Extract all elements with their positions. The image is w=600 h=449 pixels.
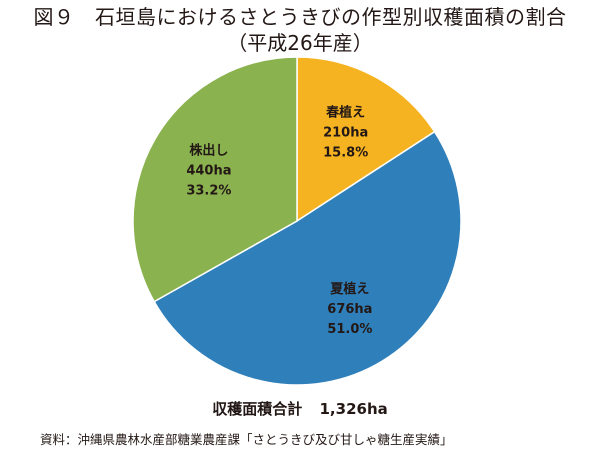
slice-value-2: 676ha (327, 302, 372, 317)
slice-label-3: 株出し (189, 143, 228, 159)
total-area-value: 1,326ha (319, 400, 388, 418)
slice-percent-3: 33.2% (186, 184, 231, 199)
slice-label-2: 夏植え (329, 281, 369, 297)
slice-label-1: 春植え (325, 104, 365, 120)
total-area-label: 収穫面積合計 (212, 400, 303, 418)
total-area: 収穫面積合計 1,326ha (0, 398, 600, 419)
chart-subtitle: （平成26年産） (227, 31, 373, 55)
pie-slice-1 (296, 56, 436, 223)
slice-value-3: 440ha (186, 164, 231, 179)
pie-slice-3 (132, 56, 298, 303)
slice-percent-1: 15.8% (323, 145, 368, 160)
slice-percent-2: 51.0% (327, 322, 372, 337)
pie-slice-2 (153, 130, 462, 386)
slice-value-1: 210ha (323, 125, 368, 140)
chart-title-block: 図９ 石垣島におけるさとうきびの作型別収穫面積の割合 （平成26年産） (0, 4, 600, 56)
source-note: 資料：沖縄県農林水産部糖業農産課「さとうきび及び甘しゃ糖生産実績」 (40, 432, 453, 447)
chart-title: 図９ 石垣島におけるさとうきびの作型別収穫面積の割合 (33, 5, 567, 29)
